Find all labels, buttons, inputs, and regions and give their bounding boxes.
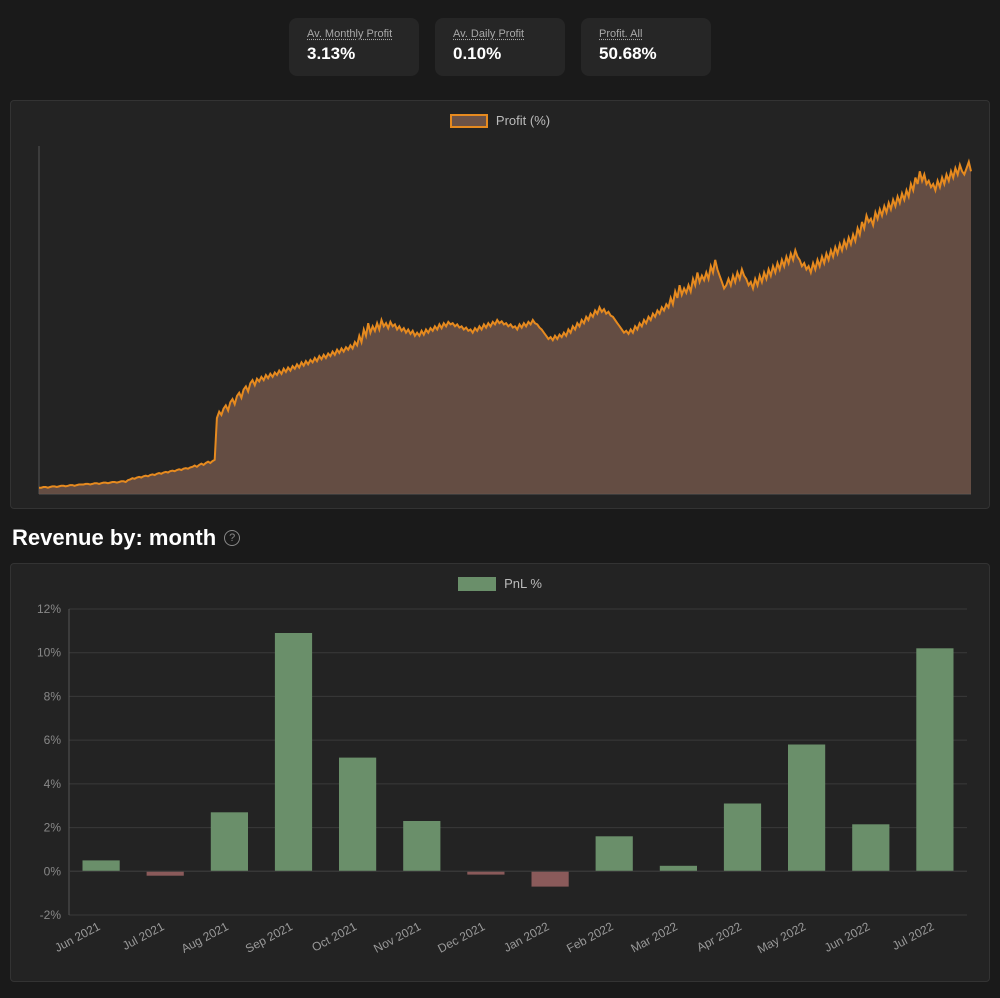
legend-swatch-icon [450,114,488,128]
svg-text:Mar 2022: Mar 2022 [628,919,680,955]
section-title: Revenue by: month [12,525,216,551]
svg-text:Feb 2022: Feb 2022 [564,919,616,955]
bar-chart-panel: PnL % -2% 0% 2% 4% 6% 8% 10% 12% Jun 2021 Jul 202… [10,563,990,982]
stat-value: 0.10% [453,44,547,64]
svg-text:10%: 10% [37,646,61,660]
stat-label: Profit. All [599,28,693,40]
revenue-bar-chart: -2% 0% 2% 4% 6% 8% 10% 12% Jun 2021 Jul 2021 Aug 2… [21,603,977,973]
stat-label: Av. Monthly Profit [307,28,401,40]
svg-text:Jan 2022: Jan 2022 [501,919,551,955]
section-title-row: Revenue by: month ? [0,525,1000,563]
stat-card-row: Av. Monthly Profit 3.13% Av. Daily Profi… [0,0,1000,100]
svg-text:12%: 12% [37,603,61,616]
svg-text:Nov 2021: Nov 2021 [371,919,423,956]
stat-value: 3.13% [307,44,401,64]
stat-label: Av. Daily Profit [453,28,547,40]
svg-text:4%: 4% [44,777,62,791]
svg-text:-2%: -2% [40,908,62,922]
help-icon[interactable]: ? [224,530,240,546]
svg-text:Jul 2021: Jul 2021 [120,919,167,953]
svg-text:Aug 2021: Aug 2021 [179,919,231,956]
stat-card-profit-all: Profit. All 50.68% [581,18,711,76]
svg-text:6%: 6% [44,733,62,747]
svg-text:Jul 2022: Jul 2022 [890,919,937,953]
svg-text:0%: 0% [44,864,62,878]
svg-text:8%: 8% [44,689,62,703]
stat-card-daily-profit: Av. Daily Profit 0.10% [435,18,565,76]
svg-text:2%: 2% [44,821,62,835]
legend-label: Profit (%) [496,113,550,128]
svg-text:May 2022: May 2022 [755,919,808,956]
stat-card-monthly-profit: Av. Monthly Profit 3.13% [289,18,419,76]
svg-text:Jun 2022: Jun 2022 [822,919,872,955]
legend-label: PnL % [504,576,542,591]
profit-chart-panel: Profit (%) [10,100,990,509]
svg-text:Dec 2021: Dec 2021 [435,919,487,956]
svg-text:Oct 2021: Oct 2021 [309,919,359,954]
bar-chart-legend: PnL % [21,576,979,591]
stat-value: 50.68% [599,44,693,64]
svg-text:Sep 2021: Sep 2021 [243,919,295,956]
legend-swatch-icon [458,577,496,591]
profit-chart-legend: Profit (%) [21,113,979,128]
svg-text:Jun 2021: Jun 2021 [52,919,102,955]
svg-text:Apr 2022: Apr 2022 [694,919,744,954]
profit-area-chart [21,140,977,500]
